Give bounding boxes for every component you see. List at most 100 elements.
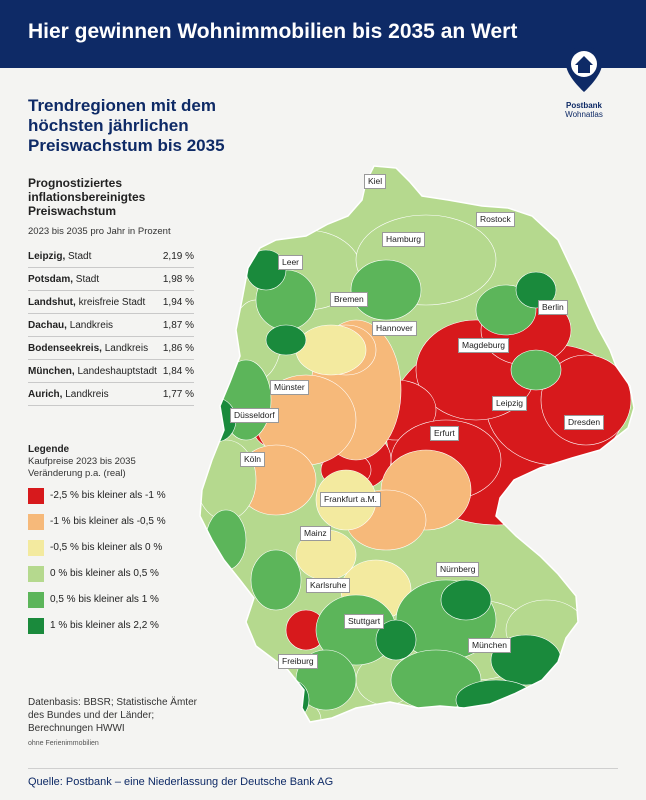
legend-label: 1 % bis kleiner als 2,2 %: [50, 620, 159, 631]
germany-map: Kiel Rostock Hamburg Leer Bremen Berlin Hannov…: [196, 160, 636, 765]
map-region: [295, 324, 367, 376]
ranking-value: 1,77 %: [161, 382, 194, 406]
ranking-region: Leipzig, Stadt: [28, 245, 162, 268]
city-label: Dresden: [564, 415, 605, 430]
ranking-value: 1,84 %: [161, 359, 194, 383]
footer-source: Quelle: Postbank – eine Niederlassung de…: [28, 776, 334, 788]
ranking-region-type: Stadt: [68, 250, 92, 262]
legend: -2,5 % bis kleiner als -1 % -1 % bis klei…: [28, 485, 198, 641]
ranking-value: 2,19 %: [161, 245, 194, 268]
city-label: Köln: [240, 452, 266, 467]
legend-title: Legende: [28, 444, 70, 455]
ranking-region-type: Landkreis: [69, 319, 114, 331]
city-label: Karlsruhe: [306, 578, 351, 593]
ranking-row: Bodenseekreis, Landkreis 1,86 %: [28, 336, 194, 360]
legend-item: -0,5 % bis kleiner als 0 %: [28, 537, 198, 563]
legend-item: 0 % bis kleiner als 0,5 %: [28, 563, 198, 589]
map-region: [510, 349, 562, 391]
city-label: Magdeburg: [458, 338, 510, 353]
map-region: [265, 324, 307, 356]
legend-item: 0,5 % bis kleiner als 1 %: [28, 589, 198, 615]
city-label: Nürnberg: [436, 562, 480, 577]
city-label: Frankfurt a.M.: [320, 492, 381, 507]
ranking-region-type: Landkreis: [104, 342, 149, 354]
footer-divider: [28, 768, 618, 769]
city-label: Berlin: [538, 300, 568, 315]
city-label: Düsseldorf: [230, 408, 279, 423]
map-region: [375, 619, 417, 661]
ranking-period: 2023 bis 2035 pro Jahr in Prozent: [28, 226, 171, 237]
ranking-region-name: Bodenseekreis,: [28, 342, 102, 354]
city-label: Hamburg: [382, 232, 425, 247]
ranking-region-name: Landshut,: [28, 296, 76, 308]
city-label: Leer: [278, 255, 304, 270]
legend-swatch: [28, 540, 44, 556]
map-region: [350, 259, 422, 321]
house-pin-icon: [566, 46, 602, 92]
city-label: Bremen: [330, 292, 368, 307]
ranking-table: Leipzig, Stadt 2,19 % Potsdam, Stadt 1,98 %…: [28, 245, 194, 406]
header-bar: Hier gewinnen Wohnimmobilien bis 2035 an…: [0, 0, 646, 68]
map-region: [250, 549, 302, 611]
page-title: Hier gewinnen Wohnimmobilien bis 2035 an…: [28, 20, 518, 43]
ranking-value: 1,86 %: [161, 336, 194, 360]
map-region: [540, 354, 632, 446]
legend-swatch: [28, 566, 44, 582]
legend-item: -1 % bis kleiner als -0,5 %: [28, 511, 198, 537]
legend-swatch: [28, 488, 44, 504]
ranking-value: 1,98 %: [161, 267, 194, 291]
legend-label: -1 % bis kleiner als -0,5 %: [50, 516, 166, 527]
ranking-value: 1,87 %: [161, 313, 194, 337]
legend-subtitle: Kaufpreise 2023 bis 2035 Veränderung p.a…: [28, 456, 136, 479]
city-label: Kiel: [364, 174, 387, 189]
ranking-region-type: kreisfreie Stadt: [78, 296, 146, 308]
city-label: Erfurt: [430, 426, 459, 441]
logo-sub: Wohnatlas: [565, 110, 603, 119]
ranking-region-name: Aurich,: [28, 388, 63, 400]
ranking-row: München, Landeshauptstadt 1,84 %: [28, 359, 194, 383]
ranking-row: Aurich, Landkreis 1,77 %: [28, 382, 194, 406]
ranking-region: Potsdam, Stadt: [28, 267, 162, 291]
city-label: Mainz: [300, 526, 331, 541]
city-label: Hannover: [372, 321, 417, 336]
legend-swatch: [28, 592, 44, 608]
legend-swatch: [28, 618, 44, 634]
ranking-region-name: München,: [28, 365, 75, 377]
postbank-logo: Postbank Wohnatlas: [556, 44, 612, 119]
note: ohne Ferienimmobilien: [28, 740, 99, 747]
city-label: Rostock: [476, 212, 515, 227]
ranking-region-type: Landkreis: [65, 388, 109, 400]
ranking-row: Potsdam, Stadt 1,98 %: [28, 267, 194, 291]
ranking-row: Dachau, Landkreis 1,87 %: [28, 313, 194, 337]
legend-label: -2,5 % bis kleiner als -1 %: [50, 490, 166, 501]
city-label: München: [468, 638, 511, 653]
ranking-region: Landshut, kreisfreie Stadt: [28, 290, 162, 314]
ranking-region: Bodenseekreis, Landkreis: [28, 336, 162, 360]
ranking-region-type: Stadt: [75, 273, 100, 285]
legend-label: -0,5 % bis kleiner als 0 %: [50, 542, 163, 553]
ranking-region: München, Landeshauptstadt: [28, 359, 162, 383]
data-source: Datenbasis: BBSR; Statistische Ämter des…: [28, 697, 197, 734]
ranking-row: Leipzig, Stadt 2,19 %: [28, 245, 194, 268]
city-label: Freiburg: [278, 654, 318, 669]
germany-map-svg: [199, 165, 635, 723]
ranking-row: Landshut, kreisfreie Stadt 1,94 %: [28, 290, 194, 314]
ranking-region-name: Leipzig,: [28, 250, 66, 262]
legend-swatch: [28, 514, 44, 530]
map-region: [515, 271, 557, 309]
legend-label: 0,5 % bis kleiner als 1 %: [50, 594, 159, 605]
city-label: Münster: [270, 380, 309, 395]
ranking-region: Dachau, Landkreis: [28, 313, 162, 337]
legend-item: -2,5 % bis kleiner als -1 %: [28, 485, 198, 511]
ranking-region: Aurich, Landkreis: [28, 382, 162, 406]
ranking-title: Prognostiziertes inflationsbereinigtes P…: [28, 176, 146, 218]
city-label: Stuttgart: [344, 614, 385, 629]
legend-label: 0 % bis kleiner als 0,5 %: [50, 568, 159, 579]
ranking-region-type: Landeshauptstadt: [77, 365, 157, 377]
subtitle: Trendregionen mit dem höchsten jährliche…: [28, 96, 225, 155]
logo-brand: Postbank: [565, 101, 602, 110]
map-region: [455, 679, 537, 721]
map-region: [440, 579, 492, 621]
ranking-region-name: Potsdam,: [28, 273, 74, 285]
city-label: Leipzig: [492, 396, 527, 411]
